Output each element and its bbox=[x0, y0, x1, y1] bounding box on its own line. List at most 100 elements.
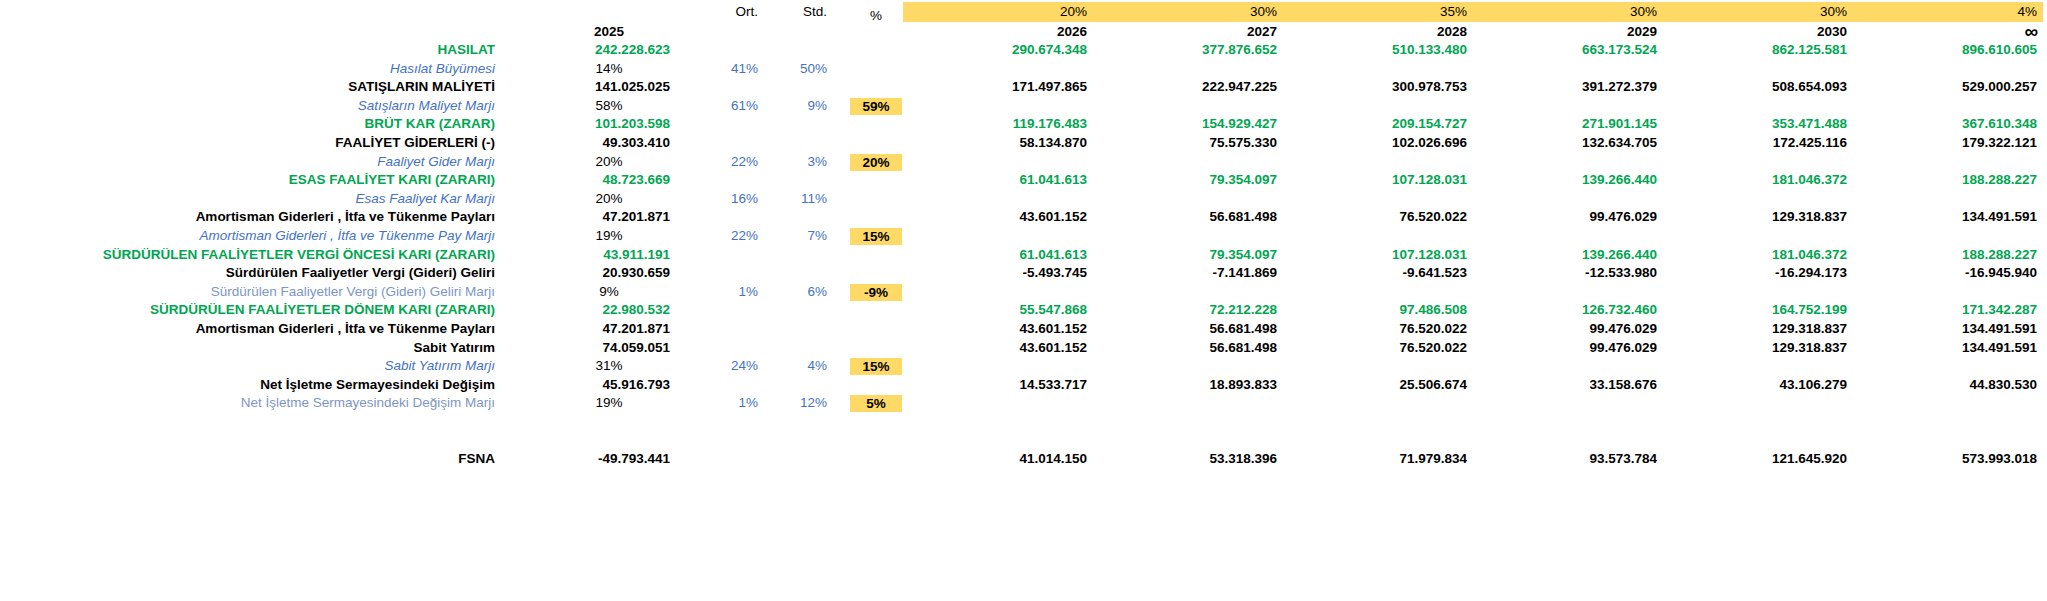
row-label[interactable]: Amortisman Giderleri , İtfa ve Tükenme P… bbox=[0, 208, 503, 227]
cell-2025[interactable]: 9% bbox=[503, 283, 675, 302]
cell-year-2029[interactable]: 271.901.145 bbox=[1473, 115, 1663, 134]
cell-percent-highlight[interactable]: 20% bbox=[849, 153, 903, 172]
cell-year-2030[interactable] bbox=[1663, 283, 1853, 302]
cell-year-2029[interactable]: 132.634.705 bbox=[1473, 134, 1663, 153]
cell-2025[interactable]: 49.303.410 bbox=[503, 134, 675, 153]
cell-year-2030[interactable] bbox=[1663, 227, 1853, 246]
cell-average[interactable] bbox=[675, 246, 761, 265]
cell-year-terminal[interactable]: 529.000.257 bbox=[1853, 78, 2043, 97]
cell-year-2030[interactable]: 129.318.837 bbox=[1663, 208, 1853, 227]
cell-year-2027[interactable]: 79.354.097 bbox=[1093, 246, 1283, 265]
col-header-stddev[interactable]: Std. bbox=[761, 2, 849, 22]
cell-2025[interactable]: 20% bbox=[503, 153, 675, 172]
cell-year-2026[interactable] bbox=[903, 153, 1093, 172]
cell-stddev[interactable] bbox=[761, 339, 849, 358]
cell-year-2030[interactable]: 862.125.581 bbox=[1663, 41, 1853, 60]
cell-percent-highlight[interactable] bbox=[849, 78, 903, 97]
cell-2025[interactable]: 43.911.191 bbox=[503, 246, 675, 265]
cell-year-2030[interactable]: 181.046.372 bbox=[1663, 246, 1853, 265]
cell-year-2027[interactable] bbox=[1093, 60, 1283, 79]
cell-stddev[interactable]: 4% bbox=[761, 357, 849, 376]
cell-year-terminal[interactable] bbox=[1853, 431, 2043, 450]
cell-year-2026[interactable] bbox=[903, 413, 1093, 432]
cell-2025[interactable]: 45.916.793 bbox=[503, 376, 675, 395]
col-header-2027[interactable]: 2027 bbox=[1093, 22, 1283, 42]
cell-year-2028[interactable] bbox=[1283, 357, 1473, 376]
cell-year-2028[interactable]: 300.978.753 bbox=[1283, 78, 1473, 97]
cell-average[interactable] bbox=[675, 450, 761, 469]
cell-year-2028[interactable] bbox=[1283, 153, 1473, 172]
cell-percent-highlight[interactable] bbox=[849, 190, 903, 209]
cell-stddev[interactable] bbox=[761, 264, 849, 283]
cell-year-2029[interactable]: 99.476.029 bbox=[1473, 208, 1663, 227]
row-label[interactable]: ESAS FAALİYET KARI (ZARARI) bbox=[0, 171, 503, 190]
cell-year-2026[interactable]: 119.176.483 bbox=[903, 115, 1093, 134]
cell-percent-highlight[interactable] bbox=[849, 301, 903, 320]
cell-year-2030[interactable]: 121.645.920 bbox=[1663, 450, 1853, 469]
cell-year-2026[interactable]: 290.674.348 bbox=[903, 41, 1093, 60]
cell-year-2028[interactable]: 97.486.508 bbox=[1283, 301, 1473, 320]
cell-year-2030[interactable]: 129.318.837 bbox=[1663, 320, 1853, 339]
cell-2025[interactable]: 141.025.025 bbox=[503, 78, 675, 97]
cell-percent-highlight[interactable]: 5% bbox=[849, 394, 903, 413]
cell-average[interactable] bbox=[675, 208, 761, 227]
cell-year-2029[interactable]: 126.732.460 bbox=[1473, 301, 1663, 320]
cell-stddev[interactable] bbox=[761, 41, 849, 60]
cell-stddev[interactable] bbox=[761, 450, 849, 469]
cell-stddev[interactable] bbox=[761, 413, 849, 432]
cell-year-terminal[interactable] bbox=[1853, 413, 2043, 432]
cell-year-2030[interactable]: 172.425.116 bbox=[1663, 134, 1853, 153]
cell-year-terminal[interactable] bbox=[1853, 97, 2043, 116]
cell-average[interactable] bbox=[675, 78, 761, 97]
cell-stddev[interactable]: 11% bbox=[761, 190, 849, 209]
cell-year-2027[interactable]: 72.212.228 bbox=[1093, 301, 1283, 320]
cell-year-2028[interactable]: 107.128.031 bbox=[1283, 171, 1473, 190]
cell-year-2027[interactable]: 377.876.652 bbox=[1093, 41, 1283, 60]
cell-stddev[interactable] bbox=[761, 78, 849, 97]
cell-year-2029[interactable] bbox=[1473, 190, 1663, 209]
cell-2025[interactable] bbox=[503, 413, 675, 432]
col-header-2029[interactable]: 2029 bbox=[1473, 22, 1663, 42]
row-label[interactable]: Hasılat Büyümesi bbox=[0, 60, 503, 79]
cell-year-2029[interactable] bbox=[1473, 413, 1663, 432]
cell-year-2027[interactable] bbox=[1093, 357, 1283, 376]
cell-year-2027[interactable] bbox=[1093, 153, 1283, 172]
cell-year-2026[interactable]: 43.601.152 bbox=[903, 320, 1093, 339]
cell-2025[interactable]: 47.201.871 bbox=[503, 320, 675, 339]
cell-year-2030[interactable] bbox=[1663, 431, 1853, 450]
row-label[interactable]: Satışların Maliyet Marjı bbox=[0, 97, 503, 116]
cell-year-2026[interactable]: 55.547.868 bbox=[903, 301, 1093, 320]
cell-year-2026[interactable] bbox=[903, 283, 1093, 302]
cell-average[interactable] bbox=[675, 376, 761, 395]
cell-year-2027[interactable] bbox=[1093, 394, 1283, 413]
cell-year-2029[interactable] bbox=[1473, 283, 1663, 302]
cell-year-terminal[interactable]: 573.993.018 bbox=[1853, 450, 2043, 469]
cell-year-terminal[interactable] bbox=[1853, 283, 2043, 302]
cell-year-2030[interactable]: 43.106.279 bbox=[1663, 376, 1853, 395]
cell-percent-highlight[interactable] bbox=[849, 115, 903, 134]
cell-year-2028[interactable]: 107.128.031 bbox=[1283, 246, 1473, 265]
cell-year-2028[interactable] bbox=[1283, 283, 1473, 302]
cell-average[interactable]: 41% bbox=[675, 60, 761, 79]
cell-year-2026[interactable]: 58.134.870 bbox=[903, 134, 1093, 153]
cell-year-2028[interactable] bbox=[1283, 413, 1473, 432]
cell-year-terminal[interactable]: 44.830.530 bbox=[1853, 376, 2043, 395]
cell-2025[interactable]: 14% bbox=[503, 60, 675, 79]
cell-year-2027[interactable] bbox=[1093, 413, 1283, 432]
cell-stddev[interactable] bbox=[761, 171, 849, 190]
cell-year-2026[interactable] bbox=[903, 227, 1093, 246]
row-label[interactable]: Sabit Yatırım Marjı bbox=[0, 357, 503, 376]
cell-stddev[interactable] bbox=[761, 376, 849, 395]
cell-year-2030[interactable]: 181.046.372 bbox=[1663, 171, 1853, 190]
cell-year-2030[interactable] bbox=[1663, 190, 1853, 209]
row-label[interactable]: SÜRDÜRÜLEN FAALİYETLER DÖNEM KARI (ZARAR… bbox=[0, 301, 503, 320]
cell-average[interactable] bbox=[675, 320, 761, 339]
cell-percent-highlight[interactable]: -9% bbox=[849, 283, 903, 302]
cell-year-2030[interactable]: 129.318.837 bbox=[1663, 339, 1853, 358]
cell-2025[interactable]: 20.930.659 bbox=[503, 264, 675, 283]
col-header-2025[interactable]: 2025 bbox=[503, 22, 675, 42]
cell-year-terminal[interactable]: 134.491.591 bbox=[1853, 339, 2043, 358]
col-header-average[interactable]: Ort. bbox=[675, 2, 761, 22]
cell-year-2027[interactable]: 56.681.498 bbox=[1093, 320, 1283, 339]
cell-year-2029[interactable] bbox=[1473, 227, 1663, 246]
